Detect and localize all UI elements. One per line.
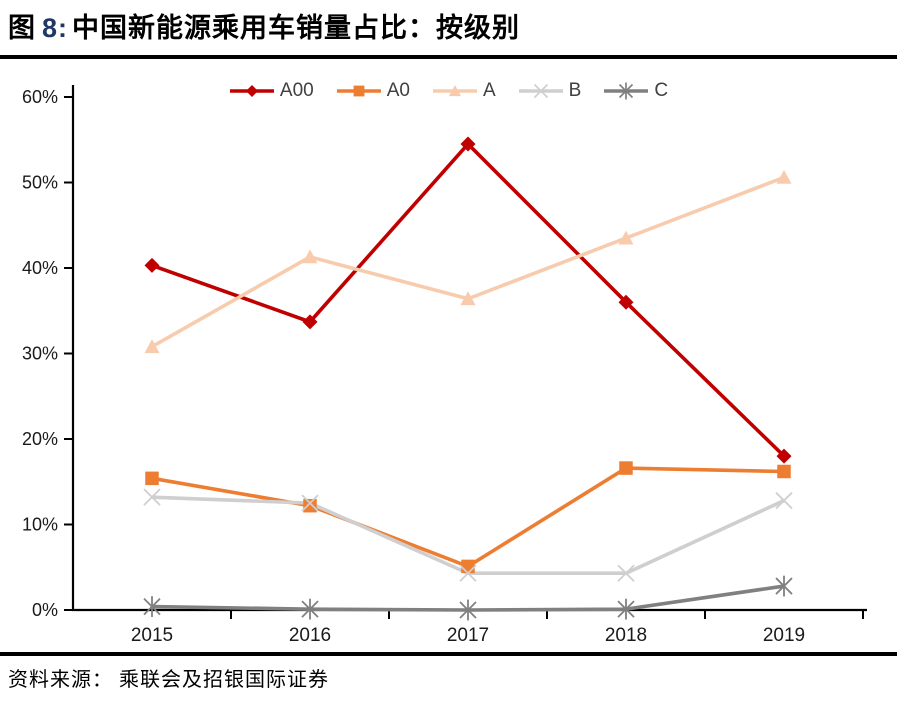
marker-triangle <box>776 169 792 184</box>
line-chart: 0% 10% 20% 30% 40% 50% 60% 2015 2016 2017 2018 2019 <box>22 85 867 646</box>
series-markers-A0 <box>145 461 791 574</box>
legend-item-C: C <box>603 80 668 102</box>
marker-square <box>145 471 159 486</box>
marker-square <box>461 559 475 574</box>
figure-title-text: 中国新能源乘用车销量占比：按级别 <box>72 13 521 43</box>
legend-swatch-A0 <box>336 85 381 97</box>
legend-swatch-A <box>432 85 477 97</box>
legend-swatch-A00 <box>229 85 274 97</box>
legend-swatch-B <box>518 83 563 99</box>
series-markers-C <box>143 575 793 621</box>
figure-title: 图 8: 中国新能源乘用车销量占比：按级别 <box>8 6 520 45</box>
legend-item-A0: A0 <box>336 80 410 102</box>
y-tick-label: 0% <box>32 600 58 620</box>
marker-star <box>775 575 793 597</box>
marker-diamond <box>144 257 160 273</box>
marker-x <box>143 488 161 506</box>
y-tick-label: 50% <box>22 173 58 193</box>
x-tick-label: 2016 <box>289 625 331 646</box>
x-tick-label: 2018 <box>605 625 647 646</box>
marker-star <box>301 598 319 620</box>
source-note: 资料来源： 乘联会及招银国际证券 <box>8 669 329 691</box>
marker-triangle <box>618 230 634 245</box>
marker-x <box>301 494 319 512</box>
y-tick-label: 40% <box>22 258 58 278</box>
figure-title-number: 8: <box>42 13 69 43</box>
marker-triangle <box>460 291 476 306</box>
marker-star <box>143 596 161 617</box>
legend-item-A00: A00 <box>229 80 314 102</box>
y-tick-label: 20% <box>22 429 58 449</box>
marker-square <box>303 498 317 513</box>
source-divider <box>0 652 897 656</box>
marker-diamond <box>460 136 476 152</box>
marker-x <box>459 564 477 582</box>
marker-x <box>617 564 635 582</box>
legend-label-A0: A0 <box>386 80 410 101</box>
x-tick-label: 2019 <box>763 625 805 646</box>
marker-star <box>617 598 635 620</box>
y-tick-label: 10% <box>22 515 58 535</box>
legend-label-A: A <box>482 80 496 101</box>
marker-star <box>459 599 477 621</box>
marker-triangle <box>302 249 318 264</box>
marker-square <box>777 464 791 479</box>
series-markers-A00 <box>144 136 792 464</box>
legend-label-C: C <box>654 80 669 101</box>
series-markers-A <box>144 169 792 354</box>
marker-diamond <box>618 294 634 310</box>
series-markers-B <box>143 488 793 582</box>
series-line-A <box>151 175 785 349</box>
marker-x <box>775 491 793 510</box>
title-divider <box>0 55 897 59</box>
chart-legend: A00 A0 A B C <box>0 80 897 102</box>
marker-diamond <box>302 314 318 330</box>
legend-swatch-C <box>604 82 649 100</box>
y-tick-label: 60% <box>22 87 58 107</box>
legend-item-B: B <box>518 80 582 102</box>
figure-title-label: 图 <box>8 13 36 43</box>
x-tick-label: 2015 <box>131 625 173 646</box>
x-tick-label: 2017 <box>447 625 489 646</box>
marker-square <box>619 461 633 475</box>
legend-label-B: B <box>568 80 582 101</box>
legend-item-A: A <box>432 80 496 102</box>
legend-label-A00: A00 <box>279 80 314 101</box>
y-tick-label: 30% <box>22 344 58 364</box>
series-line-A0 <box>151 466 785 569</box>
marker-diamond <box>776 448 792 464</box>
marker-triangle <box>144 339 160 354</box>
